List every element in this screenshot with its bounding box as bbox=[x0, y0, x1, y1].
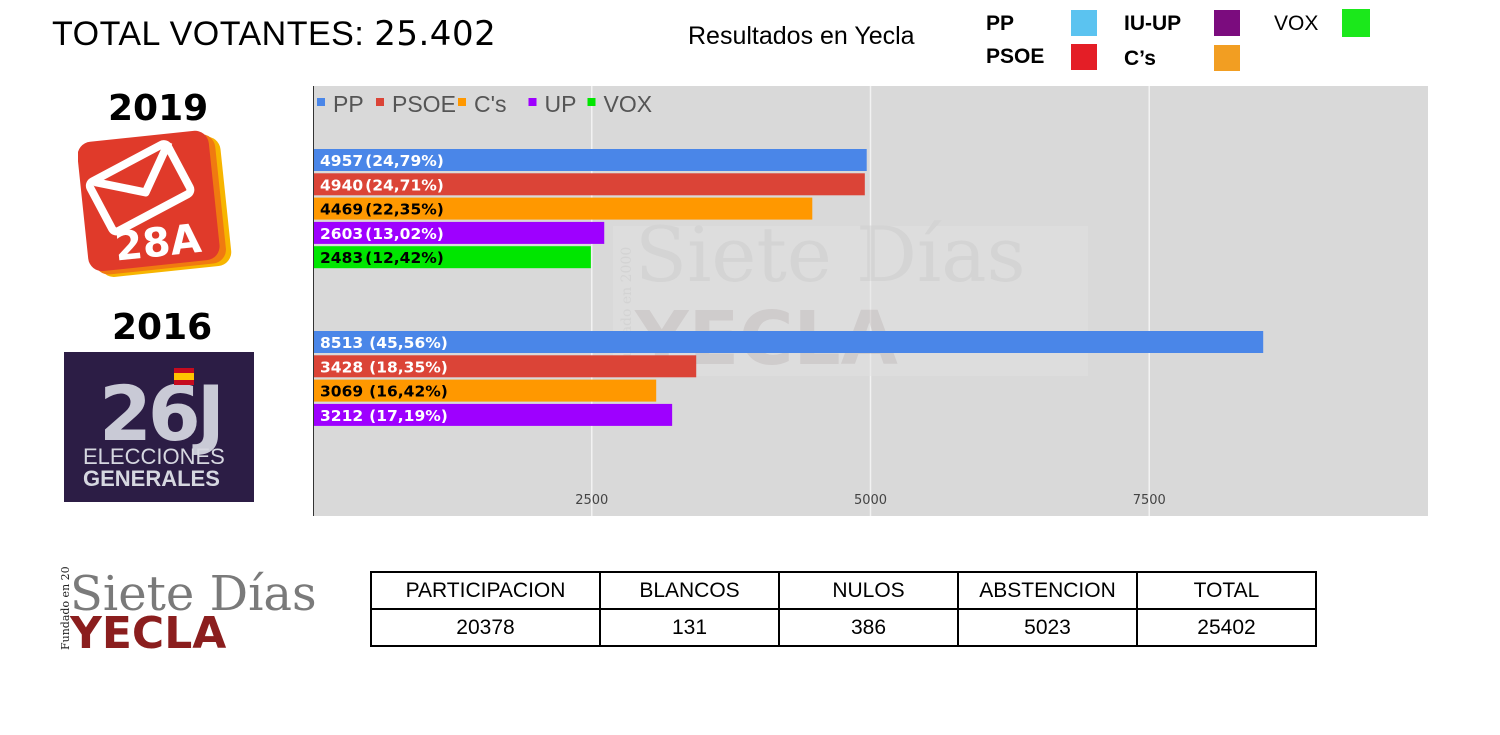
bar-label-pp-2016: 8513 (45,56%) bbox=[320, 334, 448, 352]
bar-value-up-2016: 3212 bbox=[320, 407, 363, 425]
bar-value-cs-2016: 3069 bbox=[320, 383, 363, 401]
bar-value-pp-2019: 4957 bbox=[320, 152, 363, 170]
bar-label-psoe-2019: 4940 (24,71%) bbox=[320, 176, 444, 194]
chart-legend-swatch-pp bbox=[317, 98, 325, 106]
spanish-flag-icon bbox=[174, 368, 194, 385]
chart-legend-swatch-up bbox=[528, 98, 537, 106]
legend-label-psoe: PSOE bbox=[986, 45, 1045, 68]
participation-stats-table: PARTICIPACION BLANCOS NULOS ABSTENCION T… bbox=[370, 571, 1317, 647]
bar-label-cs-2016: 3069 (16,42%) bbox=[320, 383, 448, 401]
bar-label-pp-2019: 4957 (24,79%) bbox=[320, 152, 444, 170]
bar-value-cs-2019: 4469 bbox=[320, 201, 363, 219]
28a-election-logo: 28A bbox=[78, 130, 232, 277]
votes-bar-chart: Siete Días YECLA Fundado en 2000 PPPSOEC… bbox=[313, 86, 1428, 516]
chart-legend-swatch-cs bbox=[458, 98, 466, 106]
x-tick-label-5000: 5000 bbox=[854, 493, 887, 508]
logo-generales-text: GENERALES bbox=[83, 466, 220, 491]
brand-siete-dias: Siete Días bbox=[70, 566, 317, 622]
logo-elecciones-text: ELECCIONES bbox=[83, 444, 225, 469]
bar-pct-cs-2019: (22,35%) bbox=[365, 201, 444, 219]
bar-label-up-2016: 3212 (17,19%) bbox=[320, 407, 448, 425]
brand-fundado: Fundado en 2000 bbox=[59, 566, 72, 650]
bar-cs-2016 bbox=[314, 379, 657, 402]
logo-front-layer bbox=[78, 130, 220, 272]
chart-legend: PP PSOE C's UP VOX bbox=[317, 91, 652, 117]
bar-pct-up-2019: (13,02%) bbox=[365, 225, 444, 243]
bar-pct-up-2016: (17,19%) bbox=[369, 407, 448, 425]
logo-26j-background bbox=[64, 352, 254, 502]
legend-label-pp: PP bbox=[986, 12, 1015, 35]
logo-26j-text: 26J bbox=[99, 369, 221, 458]
bar-up-2016 bbox=[314, 403, 673, 426]
bar-pct-pp-2019: (24,79%) bbox=[365, 152, 444, 170]
x-tick-label-7500: 7500 bbox=[1133, 493, 1166, 508]
legend-label-cs: C’s bbox=[1124, 47, 1156, 70]
total-voters-value: 25.402 bbox=[374, 14, 497, 54]
stats-value-row: 20378 131 386 5023 25402 bbox=[370, 608, 1317, 647]
bar-value-vox-2019: 2483 bbox=[320, 249, 363, 267]
bar-psoe-2019 bbox=[314, 173, 865, 196]
bar-label-psoe-2016: 3428 (18,35%) bbox=[320, 358, 448, 376]
stats-header-total: TOTAL bbox=[1136, 571, 1317, 610]
stats-header-blancos: BLANCOS bbox=[599, 571, 780, 610]
bar-value-pp-2016: 8513 bbox=[320, 334, 363, 352]
chart-bars: 4957 (24,79%)4940 (24,71%)4469 (22,35%)2603… bbox=[314, 149, 1264, 426]
legend-swatch-iu-up bbox=[1214, 10, 1240, 36]
chart-x-tick-labels: 2500 5000 7500 bbox=[575, 493, 1166, 508]
year-2016-label: 2016 bbox=[112, 307, 213, 348]
envelope-icon bbox=[85, 140, 195, 236]
bar-pct-psoe-2016: (18,35%) bbox=[369, 358, 448, 376]
chart-legend-swatch-psoe bbox=[376, 98, 384, 106]
stats-header-abstencion: ABSTENCION bbox=[957, 571, 1138, 610]
total-voters-heading: TOTAL VOTANTES: 25.402 bbox=[52, 14, 496, 54]
bar-label-vox-2019: 2483 (12,42%) bbox=[320, 249, 444, 267]
bar-pct-vox-2019: (12,42%) bbox=[365, 249, 444, 267]
legend-label-iu-up: IU-UP bbox=[1124, 12, 1182, 35]
stats-value-total: 25402 bbox=[1136, 608, 1317, 647]
bar-pct-cs-2016: (16,42%) bbox=[369, 383, 448, 401]
stats-header-row: PARTICIPACION BLANCOS NULOS ABSTENCION T… bbox=[370, 571, 1317, 610]
chart-legend-label-vox: VOX bbox=[604, 91, 653, 117]
stats-value-abstencion: 5023 bbox=[957, 608, 1138, 647]
bar-cs-2019 bbox=[314, 197, 813, 220]
stats-header-nulos: NULOS bbox=[778, 571, 959, 610]
total-voters-label: TOTAL VOTANTES: bbox=[52, 15, 375, 53]
26j-election-logo: 26J ELECCIONES GENERALES bbox=[64, 352, 254, 502]
bar-value-psoe-2019: 4940 bbox=[320, 176, 363, 194]
watermark-siete-dias: Siete Días bbox=[635, 210, 1026, 299]
legend-swatch-psoe bbox=[1071, 44, 1097, 70]
bar-pct-psoe-2019: (24,71%) bbox=[365, 176, 444, 194]
bar-pp-2016 bbox=[314, 331, 1264, 353]
year-2019-label: 2019 bbox=[108, 88, 209, 129]
bar-value-psoe-2016: 3428 bbox=[320, 358, 363, 376]
chart-subtitle: Resultados en Yecla bbox=[688, 22, 915, 50]
bar-label-cs-2019: 4469 (22,35%) bbox=[320, 201, 444, 219]
chart-legend-swatch-vox bbox=[587, 98, 596, 106]
legend-swatch-vox bbox=[1342, 9, 1370, 37]
bar-pct-pp-2016: (45,56%) bbox=[369, 334, 448, 352]
bar-up-2019 bbox=[314, 221, 605, 244]
x-tick-label-2500: 2500 bbox=[575, 493, 608, 508]
bar-label-up-2019: 2603 (13,02%) bbox=[320, 225, 444, 243]
bar-psoe-2016 bbox=[314, 355, 697, 378]
stats-value-blancos: 131 bbox=[599, 608, 780, 647]
chart-legend-label-up: UP bbox=[545, 91, 577, 117]
brand-yecla: YECLA bbox=[69, 608, 226, 658]
legend-swatch-pp bbox=[1071, 10, 1097, 36]
bar-value-up-2019: 2603 bbox=[320, 225, 363, 243]
stats-header-participacion: PARTICIPACION bbox=[370, 571, 601, 610]
chart-legend-label-cs: C's bbox=[474, 91, 507, 117]
stats-value-participacion: 20378 bbox=[370, 608, 601, 647]
chart-legend-label-psoe: PSOE bbox=[392, 91, 456, 117]
legend-label-vox: VOX bbox=[1274, 12, 1319, 35]
logo-28a-text: 28A bbox=[113, 216, 204, 271]
bar-pp-2019 bbox=[314, 149, 867, 171]
siete-dias-yecla-logo: Siete Días YECLA Fundado en 2000 bbox=[59, 566, 317, 658]
chart-legend-label-pp: PP bbox=[333, 91, 364, 117]
legend-swatch-cs bbox=[1214, 45, 1240, 71]
bar-vox-2019 bbox=[314, 246, 591, 269]
stats-value-nulos: 386 bbox=[778, 608, 959, 647]
